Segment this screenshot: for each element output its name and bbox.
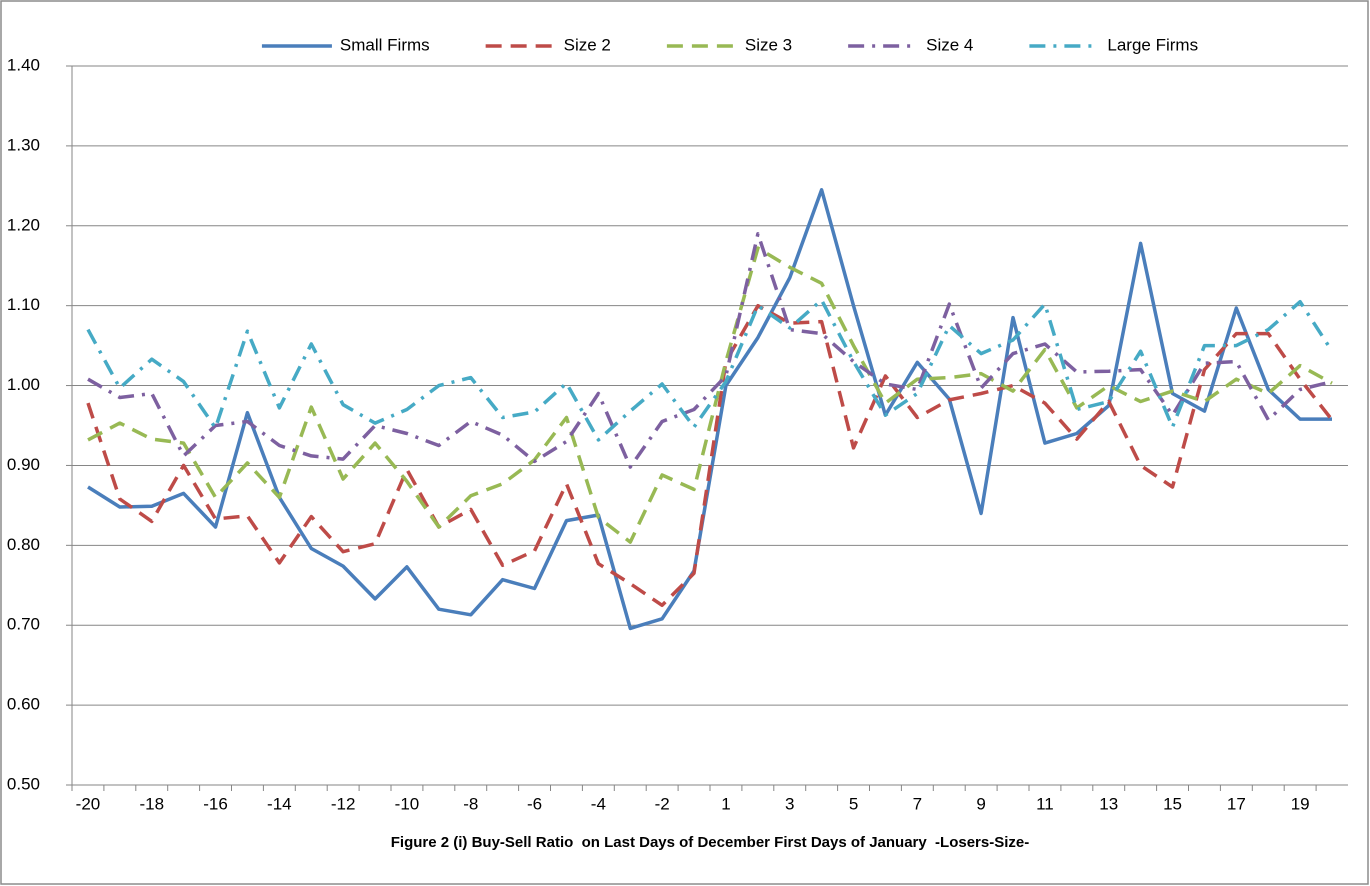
x-tick-label: -20: [76, 794, 101, 813]
x-tick-label: 1: [721, 794, 730, 813]
legend-label: Size 3: [745, 35, 792, 54]
x-tick-label: -18: [139, 794, 164, 813]
legend-label: Large Firms: [1107, 35, 1198, 54]
x-tick-label: 7: [913, 794, 922, 813]
x-tick-label: -6: [527, 794, 542, 813]
y-tick-label: 0.60: [7, 695, 40, 714]
x-tick-label: 13: [1099, 794, 1118, 813]
x-tick-label: 5: [849, 794, 858, 813]
x-tick-label: 15: [1163, 794, 1182, 813]
y-tick-label: 1.30: [7, 135, 40, 154]
y-tick-label: 0.80: [7, 535, 40, 554]
x-tick-label: -12: [331, 794, 356, 813]
y-tick-label: 0.90: [7, 455, 40, 474]
x-tick-label: 19: [1291, 794, 1310, 813]
x-axis-title: Figure 2 (i) Buy-Sell Ratio on Last Days…: [391, 834, 1030, 851]
y-tick-label: 1.10: [7, 295, 40, 314]
x-tick-label: -4: [591, 794, 606, 813]
series-line: [87, 246, 1333, 544]
series-line: [87, 232, 1333, 469]
y-tick-label: 1.00: [7, 375, 40, 394]
y-tick-label: 1.20: [7, 215, 40, 234]
legend-label: Size 4: [926, 35, 973, 54]
x-tick-label: -10: [395, 794, 420, 813]
legend-label: Small Firms: [340, 35, 430, 54]
x-tick-label: -14: [267, 794, 292, 813]
y-tick-label: 0.50: [7, 774, 40, 793]
x-tick-label: 9: [976, 794, 985, 813]
x-tick-label: 11: [1036, 794, 1054, 813]
series-line: [86, 303, 1334, 608]
x-tick-label: 17: [1227, 794, 1246, 813]
y-tick-label: 1.40: [7, 55, 40, 74]
series-line: [86, 298, 1334, 442]
x-tick-label: 3: [785, 794, 794, 813]
x-tick-label: -16: [203, 794, 228, 813]
y-tick-label: 0.70: [7, 615, 40, 634]
legend-label: Size 2: [564, 35, 611, 54]
x-tick-label: -2: [655, 794, 670, 813]
x-tick-label: -8: [463, 794, 478, 813]
